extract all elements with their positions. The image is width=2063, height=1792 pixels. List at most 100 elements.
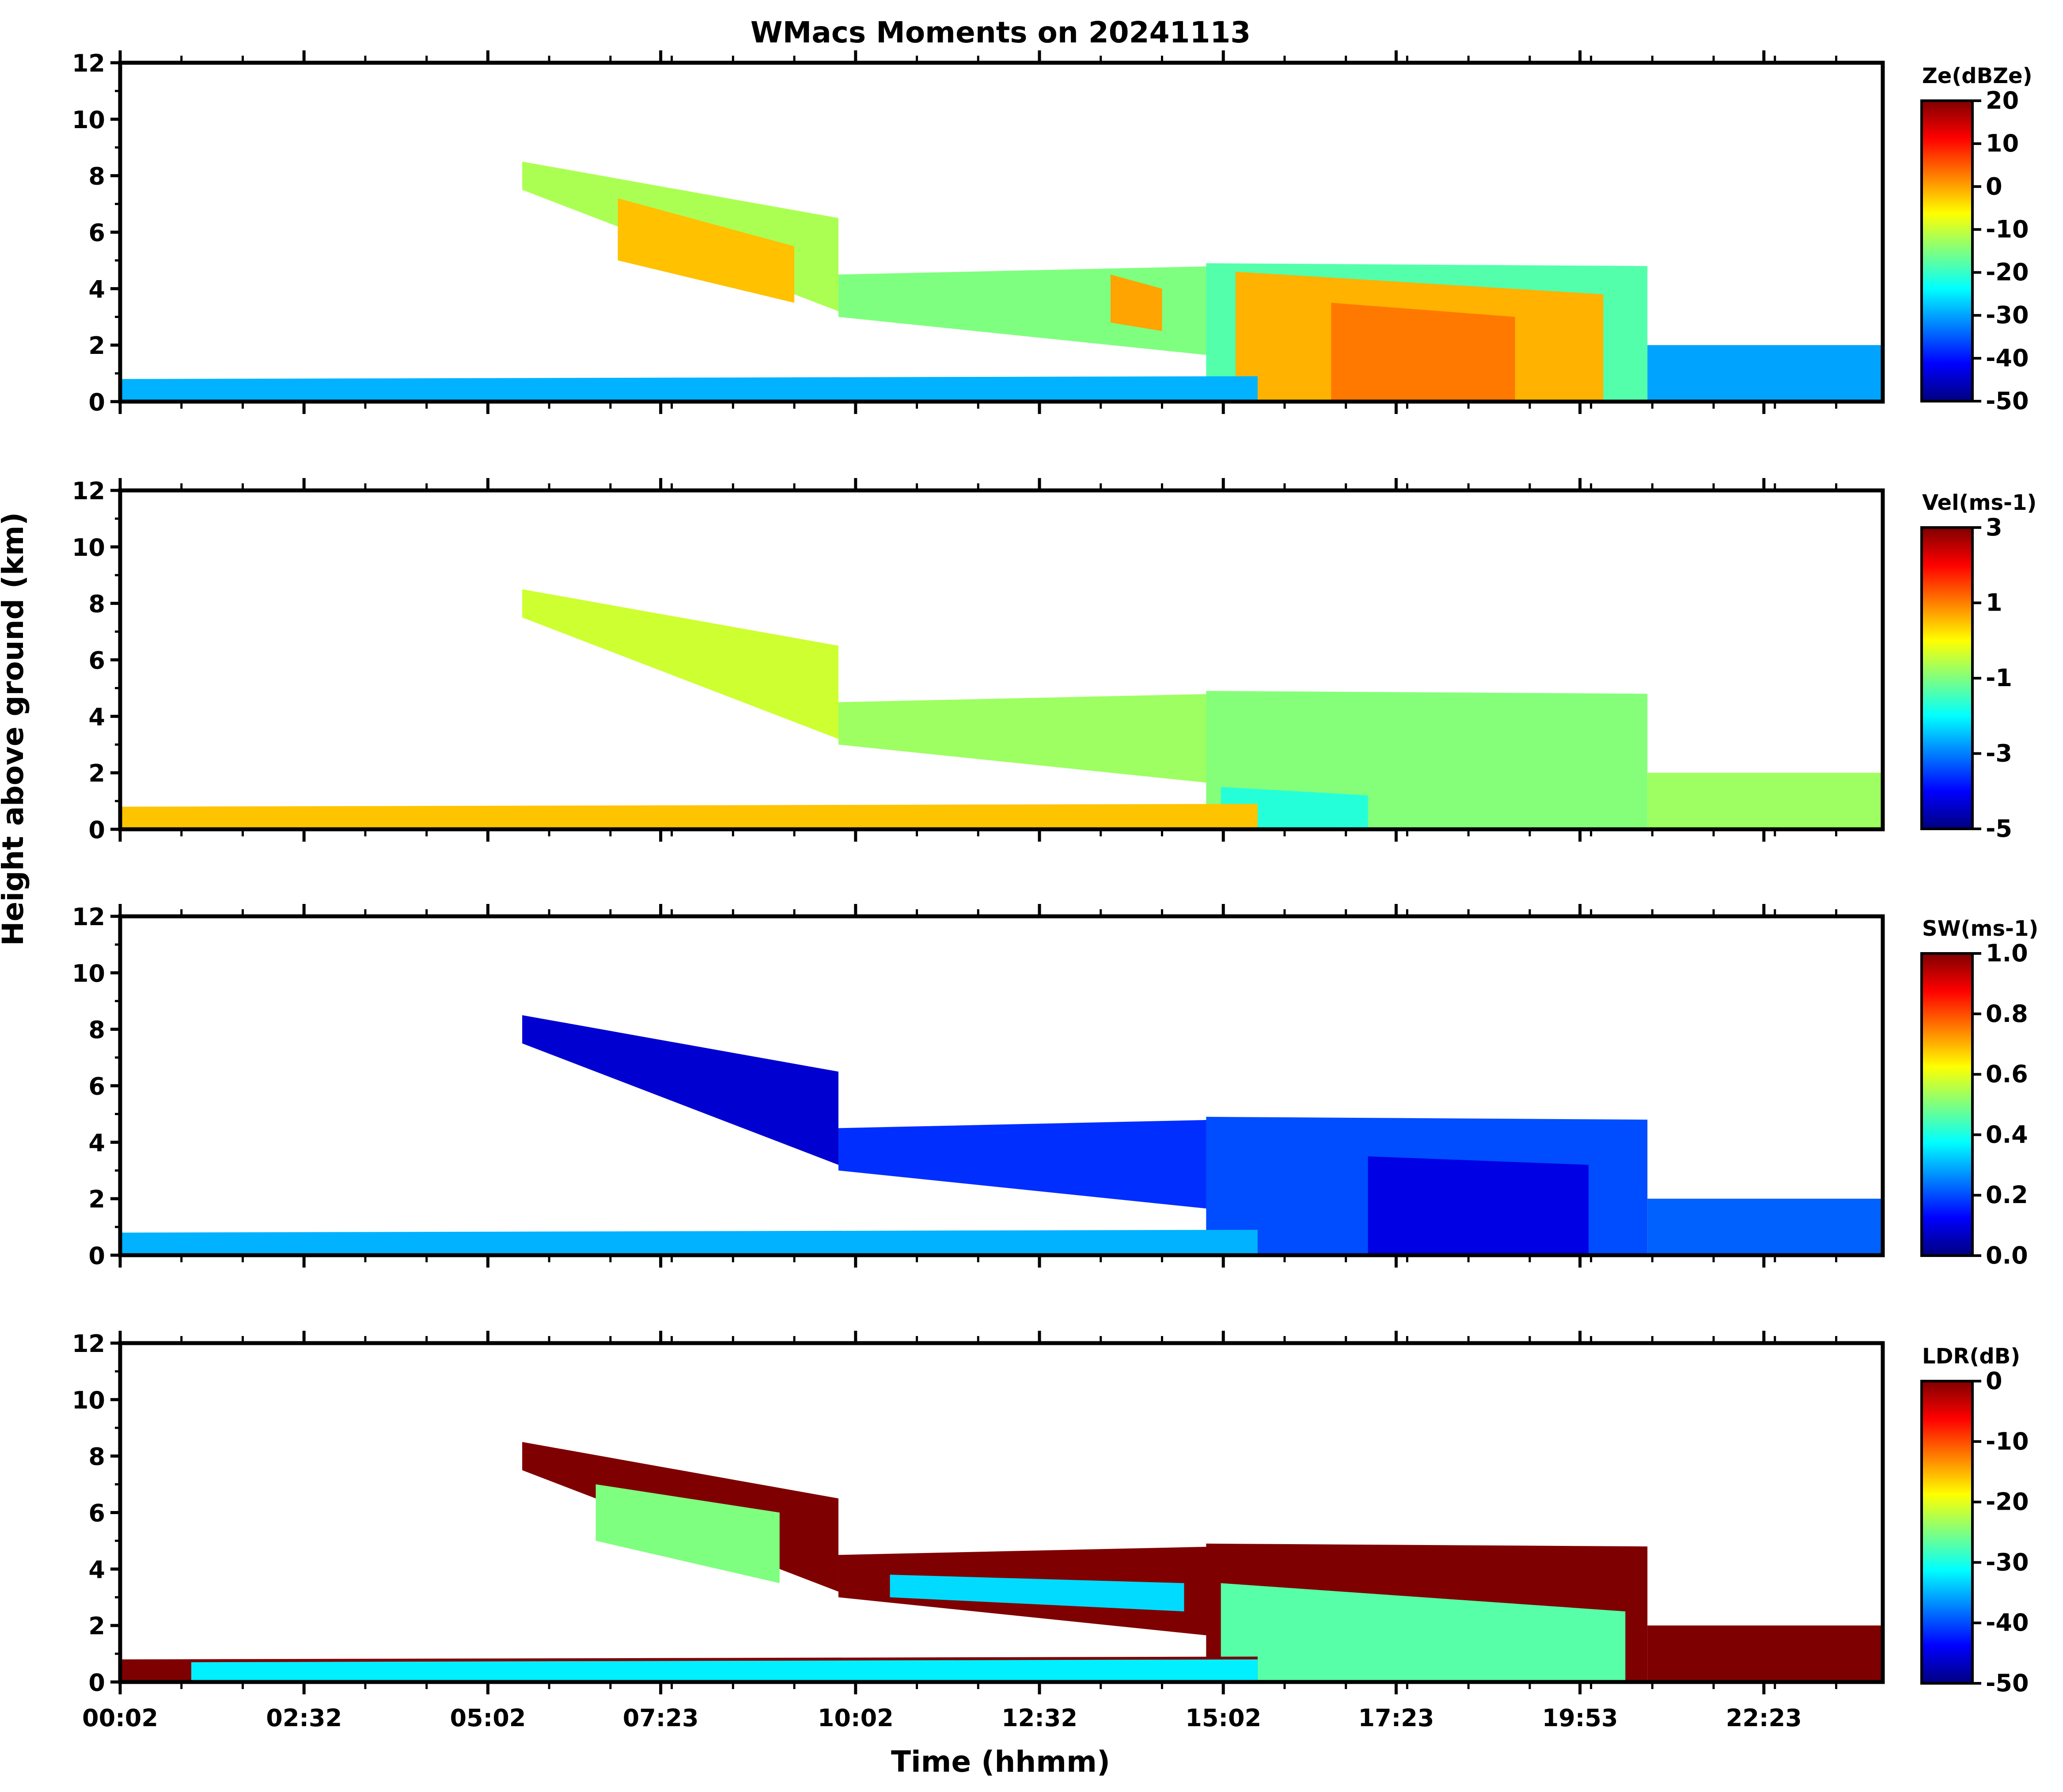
y-tick-label: 10 [72,106,105,134]
colorbar-tick-label: 1 [1986,589,2002,617]
echo-region-1 [618,198,795,303]
y-tick-label: 2 [88,1185,105,1213]
colorbar-tick-label: 0.2 [1986,1181,2028,1209]
colorbar-tick-label: -30 [1986,301,2029,329]
x-tick-label: 05:02 [450,1704,526,1732]
echo-region-4 [1647,1199,1883,1255]
y-tick-label: 0 [88,1669,105,1697]
echo-region-1 [838,1120,1221,1210]
echo-region-5 [120,1230,1258,1255]
x-tick-label: 17:23 [1358,1704,1434,1732]
panel-ze: 0 2 4 6 8 10 12 Ze(dBZe)20 10 0 -10 -20 -30 -40 -50 [72,49,2033,416]
echo-regions [120,161,1883,402]
colorbar-tick-label: 0.6 [1986,1060,2028,1088]
colorbar-sw [1920,952,1974,1257]
echo-region-3 [1368,1156,1589,1255]
echo-region-0 [522,589,838,739]
echo-region-8 [120,376,1258,402]
x-tick-label: 15:02 [1185,1704,1261,1732]
echo-regions [120,1442,1883,1682]
y-tick-label: 10 [72,534,105,562]
x-tick-label: 07:23 [623,1704,699,1732]
colorbar-tick-label: -40 [1986,344,2029,372]
colorbar-tick-label: -1 [1986,664,2012,692]
colorbar-tick-label: -50 [1986,387,2029,415]
colorbar-vel [1920,526,1974,830]
echo-region-4 [1647,773,1883,829]
echo-region-0 [522,1015,838,1165]
y-tick-label: 8 [88,1016,105,1044]
echo-region-7 [1647,345,1883,402]
y-tick-label: 4 [88,1556,105,1583]
echo-region-2 [838,266,1221,357]
colorbar-tick-label: -10 [1986,215,2029,243]
colorbar-label: Vel(ms-1) [1922,490,2036,515]
colorbar-tick-label: 0.0 [1986,1241,2028,1269]
echo-region-3 [890,1575,1184,1612]
x-tick-label: 02:32 [266,1704,342,1732]
y-tick-label: 6 [88,1500,105,1527]
colorbar-tick-label: 1.0 [1986,939,2028,967]
echo-region-6 [1647,1625,1883,1682]
colorbar-label: Ze(dBZe) [1922,64,2033,88]
x-tick-label: 22:23 [1726,1704,1802,1732]
y-tick-label: 2 [88,1612,105,1640]
colorbar-tick-label: 0 [1986,1367,2002,1395]
x-tick-label: 12:32 [1001,1704,1077,1732]
colorbar-label: SW(ms-1) [1922,916,2038,941]
y-tick-label: 0 [88,388,105,416]
y-tick-label: 12 [72,1330,105,1358]
echo-region-1 [838,694,1221,784]
echo-regions [120,589,1883,829]
colorbar-tick-label: -20 [1986,258,2029,286]
y-tick-label: 8 [88,590,105,618]
colorbar-tick-label: 0.8 [1986,1000,2028,1028]
echo-region-5 [1221,1583,1626,1682]
colorbar-tick-label: 0 [1986,172,2002,200]
y-tick-label: 0 [88,816,105,844]
y-tick-label: 2 [88,759,105,787]
y-tick-label: 8 [88,163,105,190]
panel-vel: 0 2 4 6 8 10 12 Vel(ms-1)3 1 -1 -3 -5 [72,477,2036,844]
y-tick-label: 2 [88,332,105,360]
chart-title: WMacs Moments on 20241113 [751,15,1251,49]
echo-region-8 [191,1659,1258,1681]
x-tick-label: 10:02 [818,1704,894,1732]
colorbar-tick-label: 20 [1986,87,2019,114]
colorbar-tick-label: 10 [1986,129,2019,157]
colorbar-tick-label: -5 [1986,815,2012,843]
y-axis-label: Height above ground (km) [0,512,30,946]
y-tick-label: 10 [72,1386,105,1414]
colorbar-tick-label: -20 [1986,1488,2029,1516]
y-tick-label: 0 [88,1242,105,1270]
echo-region-3 [1110,274,1162,331]
y-tick-label: 12 [72,49,105,77]
x-tick-label: 00:02 [82,1704,158,1732]
y-tick-label: 12 [72,903,105,931]
x-axis-label: Time (hhmm) [891,1745,1110,1779]
y-tick-label: 6 [88,647,105,675]
colorbar-tick-label: -10 [1986,1428,2029,1455]
y-tick-label: 6 [88,1073,105,1101]
panel-sw: 0 2 4 6 8 10 12 SW(ms-1)1.0 0.8 0.6 0.4 0.2 0.0 [72,903,2038,1270]
colorbar-tick-label: 3 [1986,513,2002,541]
y-tick-label: 10 [72,960,105,987]
y-tick-label: 4 [88,1129,105,1157]
echo-regions [120,1015,1883,1255]
colorbar-tick-label: -3 [1986,740,2012,767]
panel-ldr: 0 2 4 6 8 10 12 00:02 02:32 05:02 07:23 10:02 12:32 1… [72,1330,2029,1732]
echo-region-6 [1331,303,1515,402]
colorbar-ze [1920,99,1974,402]
y-tick-label: 8 [88,1443,105,1471]
x-tick-label: 19:53 [1542,1704,1618,1732]
colorbar-tick-label: 0.4 [1986,1120,2028,1148]
colorbar-label: LDR(dB) [1922,1344,2020,1369]
echo-region-1 [595,1484,780,1583]
colorbar-tick-label: -40 [1986,1609,2029,1636]
echo-region-5 [120,804,1258,829]
y-tick-label: 4 [88,275,105,303]
colorbar-ldr [1920,1380,1974,1685]
y-tick-label: 6 [88,219,105,247]
